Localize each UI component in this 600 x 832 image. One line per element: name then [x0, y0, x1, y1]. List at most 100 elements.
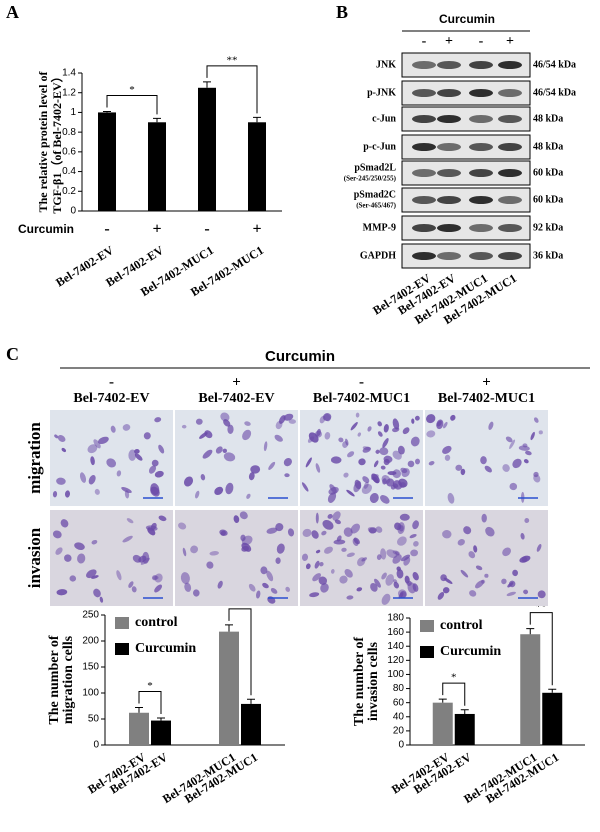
blot-band — [437, 224, 461, 232]
cell — [502, 464, 510, 472]
cell — [61, 447, 67, 453]
cell — [158, 515, 167, 522]
cell — [403, 556, 411, 566]
cell — [481, 579, 486, 584]
cell — [312, 573, 322, 582]
cell — [192, 589, 200, 597]
y-tick-label: 0.4 — [62, 166, 76, 177]
blot-band — [412, 252, 436, 260]
cell — [266, 527, 278, 534]
error-bar — [157, 717, 165, 721]
cell — [396, 566, 401, 572]
cell — [204, 430, 213, 439]
cell — [450, 414, 456, 421]
cell — [330, 456, 342, 464]
cell — [143, 432, 151, 440]
cell — [275, 523, 284, 532]
cell — [512, 569, 519, 577]
cell — [485, 526, 495, 537]
significance-bracket — [138, 691, 162, 714]
cell — [409, 533, 417, 539]
significance-bracket — [442, 682, 466, 706]
cell — [484, 465, 492, 473]
error-bar — [253, 116, 261, 123]
row-label: invasion — [25, 527, 44, 588]
cell — [350, 422, 358, 431]
cell — [397, 536, 407, 546]
y-axis-label: TGF-β1（of Bel-7402-EV） — [49, 70, 64, 213]
blot-row-label: pSmad2L — [354, 162, 396, 173]
cell — [128, 449, 137, 461]
cell — [426, 430, 436, 438]
cell — [116, 470, 122, 477]
cell — [319, 562, 324, 567]
cell — [442, 587, 450, 594]
cell — [225, 482, 234, 495]
cell — [233, 515, 240, 523]
cell — [392, 418, 400, 430]
cell — [214, 486, 224, 496]
y-tick-label: 1.2 — [62, 87, 76, 98]
cell — [525, 450, 532, 456]
blot-treatment-label: Curcumin — [439, 12, 495, 26]
y-axis-label: The number of — [352, 637, 367, 727]
y-tick-label: 0 — [93, 740, 99, 751]
treatment-sign: + — [252, 221, 261, 238]
bar — [432, 702, 453, 745]
blot-band — [498, 252, 522, 260]
cell — [373, 460, 379, 468]
blot-treatment-sign: - — [422, 34, 427, 49]
cell — [315, 430, 322, 438]
blot-row-label: MMP-9 — [363, 222, 396, 233]
blot-band — [412, 196, 436, 204]
cell — [521, 556, 528, 563]
cell — [154, 470, 164, 478]
cell — [437, 592, 445, 600]
column-sign: - — [109, 374, 114, 390]
y-tick-label: 180 — [387, 613, 404, 624]
y-tick-label: 20 — [393, 726, 405, 737]
cell — [195, 418, 203, 425]
cell — [79, 472, 87, 483]
cell — [283, 457, 292, 467]
y-tick-label: 40 — [393, 711, 405, 722]
cell — [126, 518, 134, 524]
cell — [537, 590, 546, 599]
cell — [382, 437, 389, 448]
blot-treatment-sign: + — [445, 34, 453, 49]
cell — [346, 489, 355, 497]
cell — [520, 533, 525, 540]
significance-label: * — [147, 680, 153, 692]
blot-row-label: GAPDH — [360, 250, 396, 261]
cell — [206, 561, 214, 569]
cell — [399, 513, 410, 521]
blot-size-label: 46/54 kDa — [533, 59, 576, 70]
cell — [190, 545, 199, 554]
blot-row-sublabel: (Ser-245/250/255) — [344, 175, 397, 183]
cell — [332, 511, 341, 521]
cell — [460, 569, 469, 578]
blot-band — [437, 169, 461, 177]
cell — [268, 461, 276, 470]
cell — [250, 465, 261, 474]
cell — [392, 554, 402, 564]
y-tick-label: 200 — [82, 636, 99, 647]
significance-label: * — [129, 84, 135, 96]
cell — [122, 424, 131, 431]
cell — [145, 525, 158, 531]
bar — [542, 692, 563, 745]
cell — [330, 569, 335, 574]
cell — [154, 417, 162, 423]
cell — [533, 417, 539, 423]
cell — [244, 421, 251, 426]
cell — [94, 488, 100, 495]
cell — [301, 482, 309, 492]
cell — [505, 436, 513, 443]
cell — [77, 553, 86, 564]
y-tick-label: 0.6 — [62, 146, 76, 157]
y-tick-label: 250 — [82, 610, 99, 621]
cell — [110, 425, 116, 433]
treatment-sign: - — [204, 221, 209, 238]
cell — [509, 439, 516, 450]
cell — [474, 580, 485, 589]
